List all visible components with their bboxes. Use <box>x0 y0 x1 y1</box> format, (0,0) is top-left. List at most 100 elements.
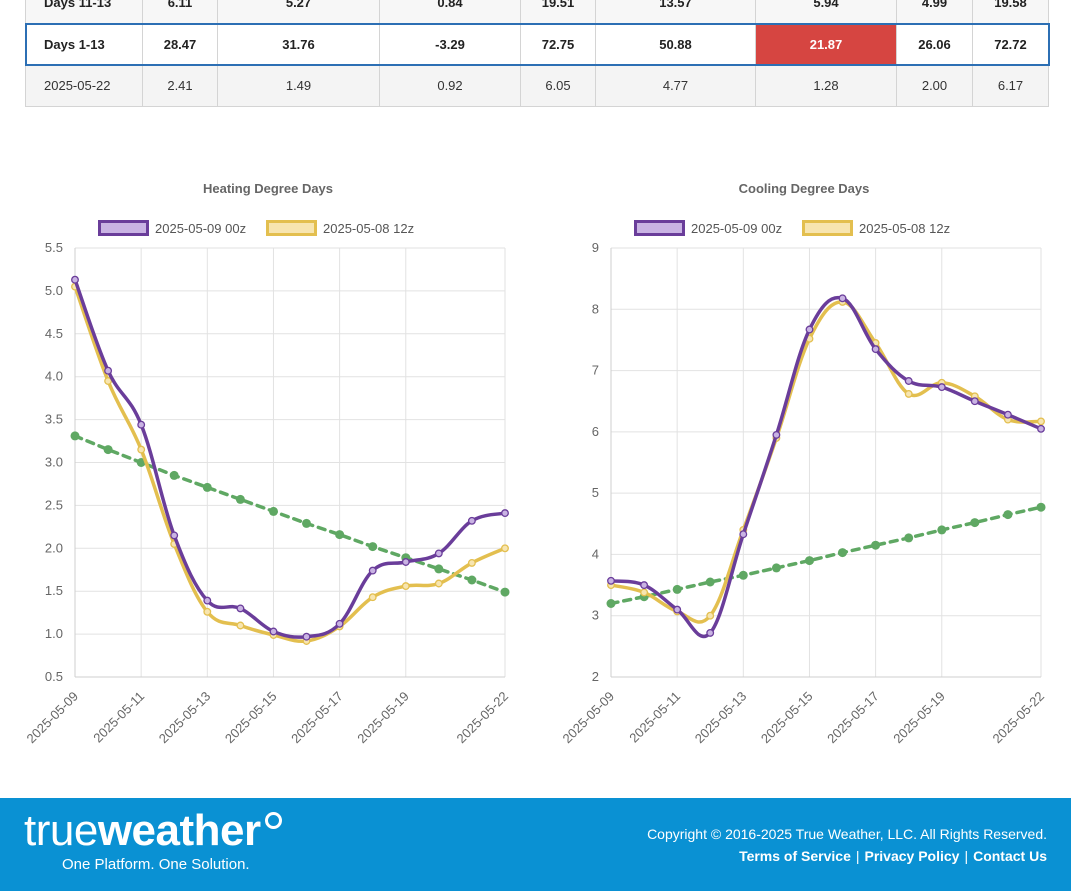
x-tick-label: 2025-05-11 <box>626 689 683 746</box>
table-row: Days 1-13 28.47 31.76 -3.29 72.75 50.88 21.87 2… <box>24 22 1050 66</box>
x-tick-label: 2025-05-09 <box>559 689 617 747</box>
data-point <box>368 566 377 575</box>
table-cell: 13.57 <box>595 0 756 24</box>
data-point <box>705 577 715 587</box>
y-tick-label: 1.0 <box>45 626 63 641</box>
data-point <box>302 518 311 528</box>
data-point <box>104 377 113 385</box>
data-point <box>335 619 344 628</box>
x-tick-label: 2025-05-19 <box>890 689 948 747</box>
series-line-1 <box>609 300 1043 624</box>
legend-label: 2025-05-08 12z <box>859 221 950 236</box>
data-point <box>202 482 212 492</box>
table-cell: 19.58 <box>972 0 1049 24</box>
data-point <box>71 275 79 284</box>
legend-label: 2025-05-08 12z <box>323 221 414 236</box>
data-point <box>169 470 179 480</box>
table-cell: 6.05 <box>520 64 596 107</box>
data-point <box>1036 502 1046 512</box>
data-point <box>434 579 443 588</box>
trueweather-logo[interactable]: trueweather One Platform. One Solution. <box>24 806 282 873</box>
data-point <box>904 533 914 543</box>
data-point <box>236 621 245 630</box>
table-cell: 4.99 <box>896 0 973 24</box>
table-cell: 1.28 <box>755 64 897 107</box>
data-point <box>606 599 616 608</box>
chart-title: Cooling Degree Days <box>739 181 870 196</box>
data-point <box>904 377 913 385</box>
heating-degree-days-chart: Heating Degree Days 2025-05-09 00z 2025-05… <box>0 170 536 770</box>
table-cell: 19.51 <box>520 0 596 24</box>
logo-ring-icon <box>264 812 282 829</box>
data-point <box>1037 417 1045 426</box>
x-tick-label: 2025-05-17 <box>824 689 882 747</box>
data-point <box>467 575 477 585</box>
data-point <box>467 558 476 567</box>
y-tick-label: 4.5 <box>45 326 63 341</box>
logo-bold-text: weather <box>97 806 261 855</box>
y-tick-label: 5 <box>592 485 599 500</box>
x-tick-label: 2025-05-15 <box>758 689 816 747</box>
table-cell: 1.49 <box>217 64 380 107</box>
data-point <box>401 582 410 591</box>
data-point <box>838 294 847 303</box>
data-point <box>368 542 378 552</box>
y-tick-label: 5.5 <box>45 240 63 255</box>
data-point <box>871 345 880 354</box>
data-point <box>269 627 278 636</box>
table-cell: 72.75 <box>520 23 596 65</box>
table-cell: 21.87 <box>755 23 897 65</box>
y-tick-label: 3 <box>592 608 599 623</box>
data-point <box>672 584 682 594</box>
data-point <box>236 604 245 613</box>
data-point <box>970 518 980 528</box>
table-cell: 6.11 <box>142 0 218 24</box>
contact-us-link[interactable]: Contact Us <box>973 848 1047 864</box>
table-cell: 28.47 <box>142 23 218 65</box>
y-tick-label: 9 <box>592 240 599 255</box>
data-point <box>500 587 510 597</box>
table-cell: 31.76 <box>217 23 380 65</box>
legend-label: 2025-05-09 00z <box>691 221 782 236</box>
row-label: 2025-05-22 <box>25 64 143 107</box>
data-point <box>772 430 781 439</box>
logo-tagline: One Platform. One Solution. <box>62 856 250 873</box>
table-cell: 5.27 <box>217 0 380 24</box>
y-tick-label: 8 <box>592 301 599 316</box>
table-cell: 0.84 <box>379 0 521 24</box>
data-point <box>1003 510 1013 520</box>
data-point <box>434 549 443 558</box>
x-tick-label: 2025-05-09 <box>23 689 81 747</box>
data-point <box>706 611 715 620</box>
x-tick-label: 2025-05-22 <box>453 689 511 747</box>
y-tick-label: 0.5 <box>45 669 63 684</box>
y-tick-label: 4.0 <box>45 369 63 384</box>
table-row: Days 11-13 6.11 5.27 0.84 19.51 13.57 5.94 4.99… <box>25 0 1049 24</box>
copyright-text: Copyright © 2016-2025 True Weather, LLC.… <box>647 826 1047 842</box>
legend-swatch <box>634 220 685 236</box>
data-point <box>640 581 649 590</box>
legend-swatch <box>802 220 853 236</box>
table-row: 2025-05-22 2.41 1.49 0.92 6.05 4.77 1.28 2.00 6.… <box>25 64 1049 107</box>
data-point <box>607 576 615 585</box>
logo-wordmark: trueweather <box>24 806 282 856</box>
y-tick-label: 2.0 <box>45 540 63 555</box>
table-cell: 6.17 <box>972 64 1049 107</box>
table-cell: 2.00 <box>896 64 973 107</box>
data-point <box>235 494 245 504</box>
cooling-chart-svg: Cooling Degree Days 2025-05-09 00z 2025-05… <box>559 181 1047 747</box>
data-point <box>501 509 509 518</box>
privacy-policy-link[interactable]: Privacy Policy <box>864 848 960 864</box>
data-point <box>871 540 881 550</box>
data-point <box>805 325 814 334</box>
terms-of-service-link[interactable]: Terms of Service <box>739 848 851 864</box>
x-tick-label: 2025-05-17 <box>288 689 346 747</box>
x-tick-label: 2025-05-15 <box>222 689 280 747</box>
y-tick-label: 5.0 <box>45 283 63 298</box>
data-point <box>904 389 913 398</box>
table-cell: 4.77 <box>595 64 756 107</box>
y-tick-label: 3.5 <box>45 412 63 427</box>
data-point <box>302 632 311 641</box>
legend-swatch <box>98 220 149 236</box>
data-point <box>640 588 649 597</box>
